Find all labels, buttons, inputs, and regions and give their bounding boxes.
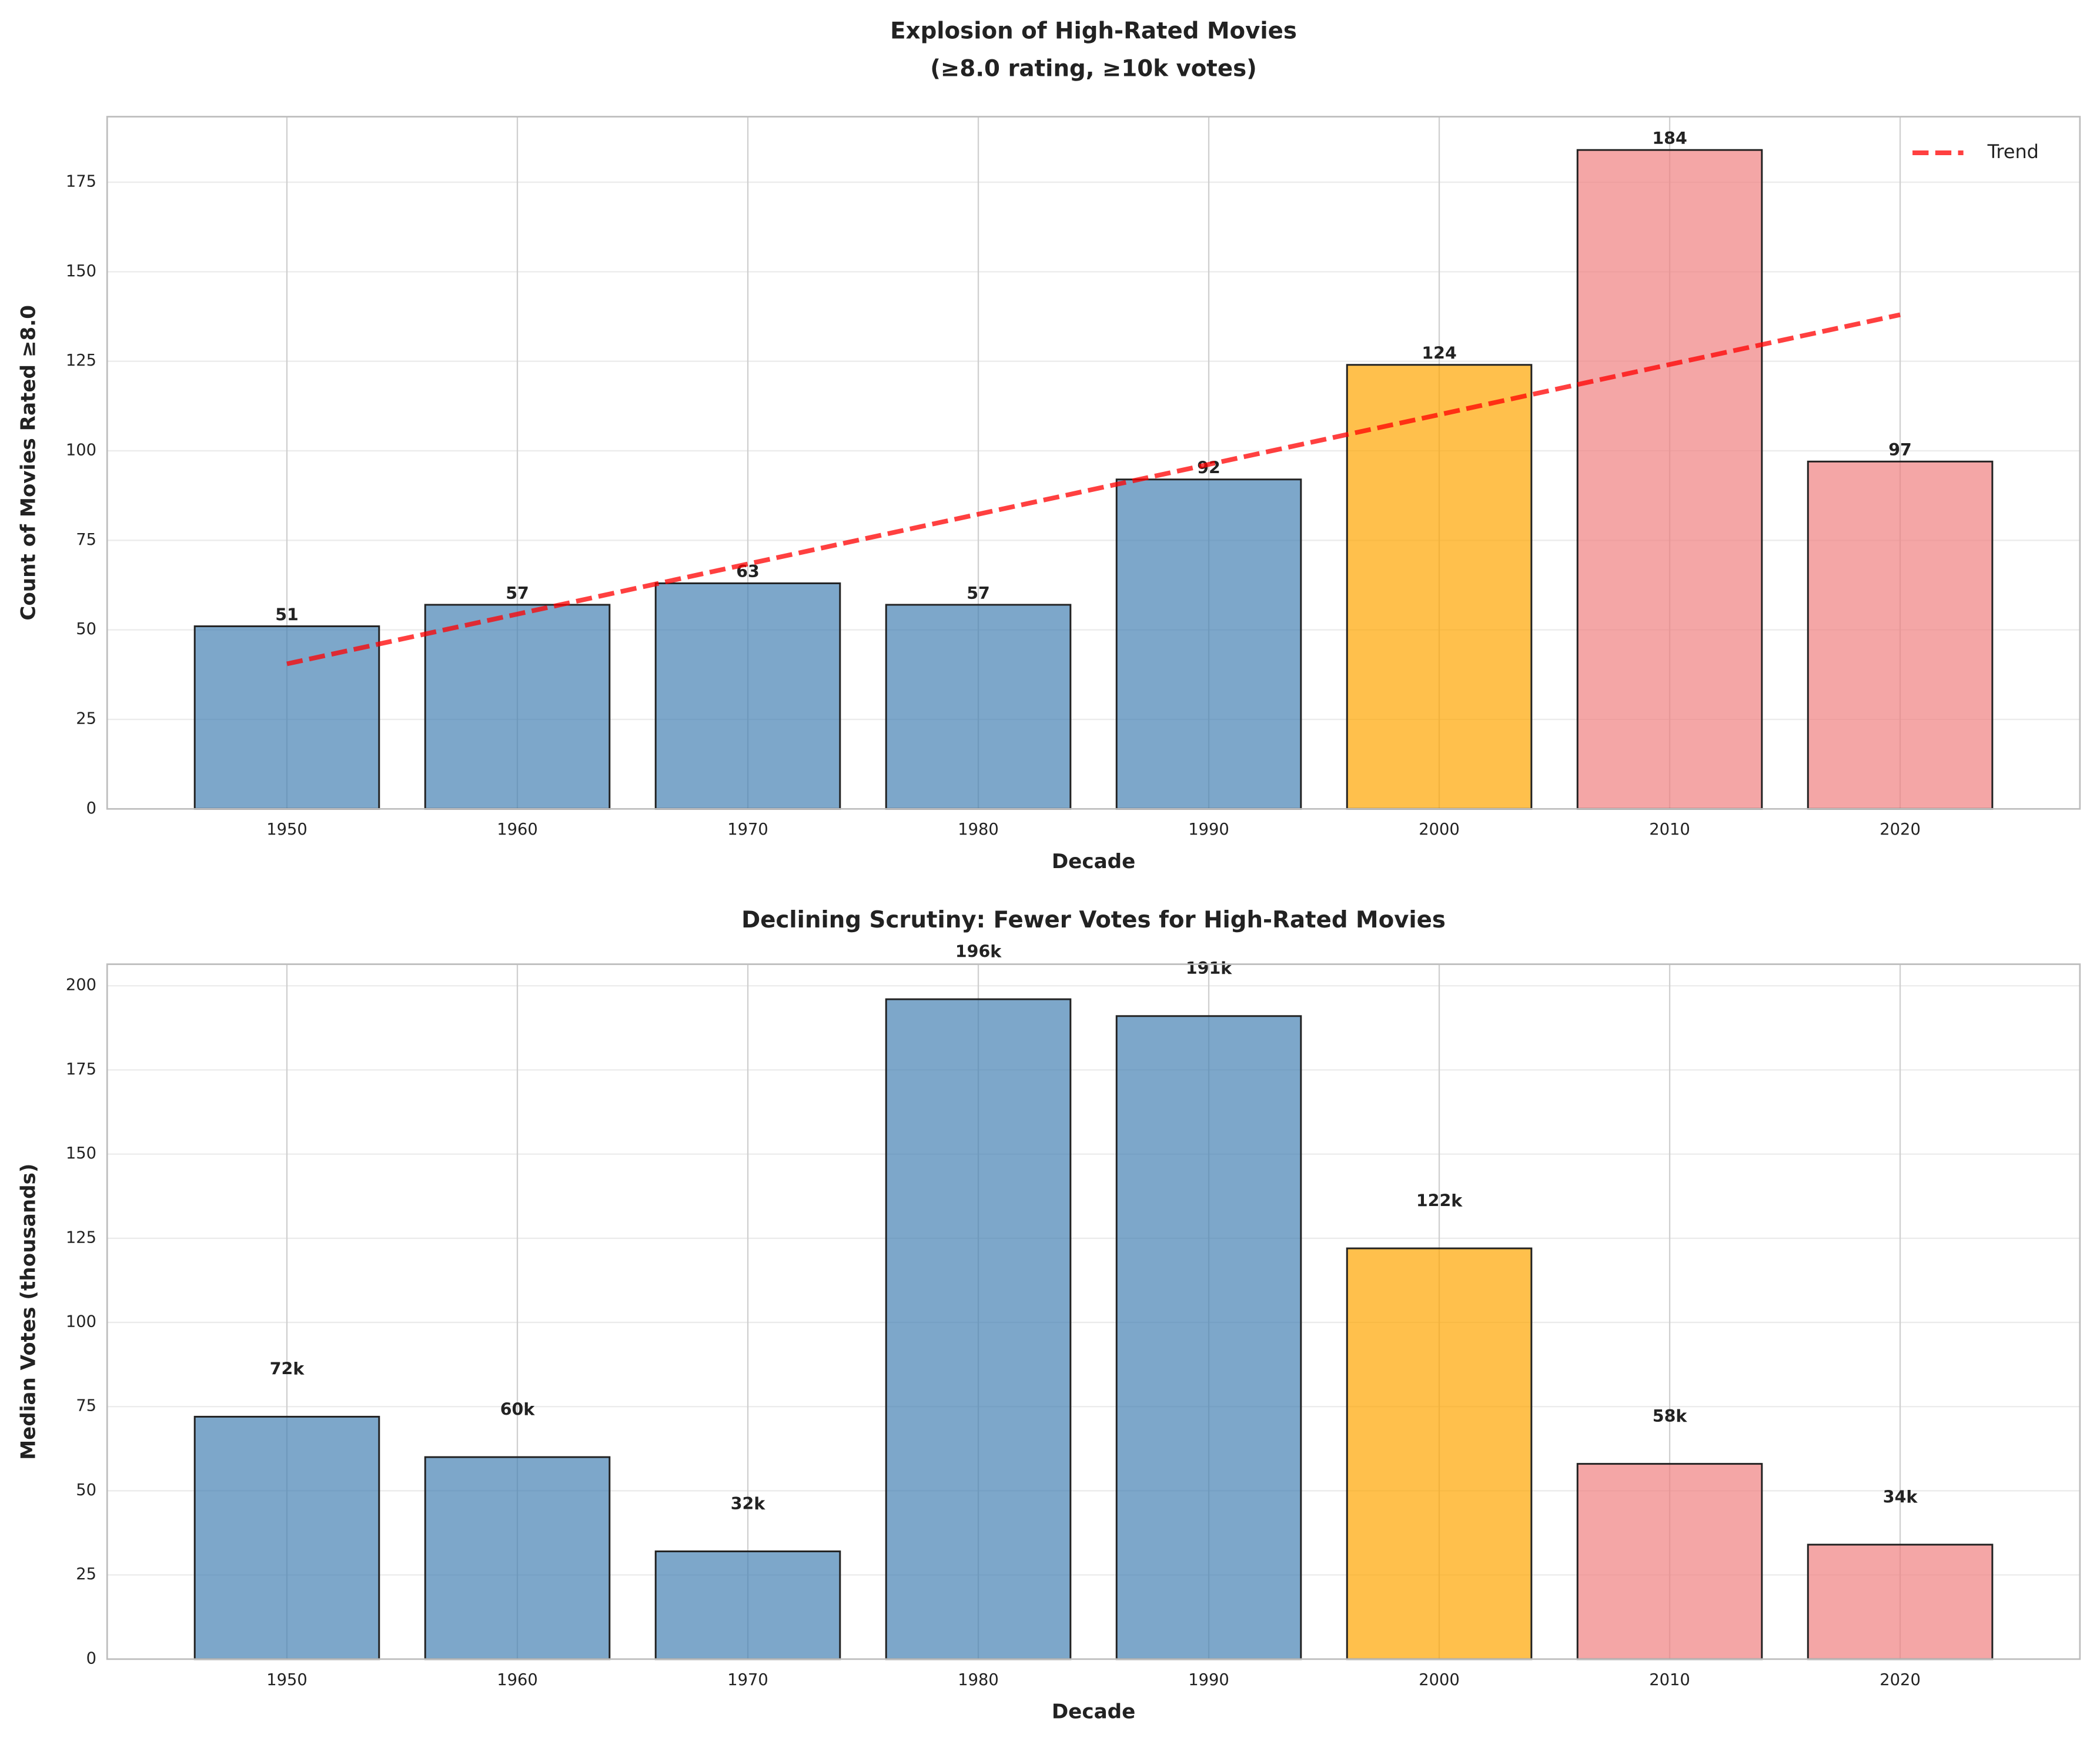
bar <box>193 1415 380 1660</box>
bar <box>1807 1543 1994 1660</box>
y-axis-label: Count of Movies Rated ≥8.0 <box>17 305 41 621</box>
y-tick-label: 150 <box>66 1144 96 1163</box>
x-tick-label: 1990 <box>1188 820 1229 839</box>
value-label: 60k <box>500 1399 536 1419</box>
x-tick-label: 2010 <box>1649 1671 1690 1689</box>
y-tick-label: 125 <box>66 351 96 370</box>
x-axis-label: Decade <box>1052 850 1135 873</box>
x-tick-label: 1960 <box>497 1671 538 1689</box>
value-label: 51 <box>275 605 299 624</box>
bar <box>885 998 1072 1660</box>
y-axis-label: Median Votes (thousands) <box>17 1163 41 1459</box>
y-tick-label: 50 <box>76 1481 96 1499</box>
x-tick-label: 2000 <box>1419 820 1460 839</box>
plot-frame <box>106 116 2081 810</box>
value-label: 122k <box>1416 1191 1463 1210</box>
y-tick-label: 100 <box>66 1313 96 1331</box>
y-tick-label: 0 <box>86 1649 96 1667</box>
bar <box>424 1456 611 1660</box>
y-tick-label: 25 <box>76 1565 96 1583</box>
value-label: 34k <box>1883 1487 1918 1506</box>
bar <box>654 582 841 810</box>
chart-title: (≥8.0 rating, ≥10k votes) <box>930 55 1257 82</box>
value-label: 196k <box>955 942 1002 961</box>
trend-line <box>286 312 1901 666</box>
y-tick-label: 75 <box>76 531 96 549</box>
x-tick-label: 1980 <box>958 1671 999 1689</box>
x-tick-label: 2020 <box>1880 1671 1921 1689</box>
x-tick-label: 1950 <box>266 820 307 839</box>
bar <box>193 625 380 810</box>
bar <box>654 1550 841 1660</box>
plot-frame <box>106 963 2081 1660</box>
x-axis-label: Decade <box>1052 1700 1135 1723</box>
value-label: 124 <box>1422 344 1456 363</box>
y-tick-label: 25 <box>76 709 96 728</box>
x-tick-label: 1990 <box>1188 1671 1229 1689</box>
x-tick-label: 2020 <box>1880 820 1921 839</box>
value-label: 32k <box>731 1494 766 1513</box>
chart-title: Explosion of High-Rated Movies <box>890 18 1297 45</box>
bar <box>1346 364 1533 810</box>
y-tick-label: 200 <box>66 976 96 994</box>
value-label: 58k <box>1653 1406 1688 1426</box>
y-tick-label: 175 <box>66 173 96 191</box>
value-label: 72k <box>270 1359 305 1379</box>
value-label: 184 <box>1652 129 1687 148</box>
y-tick-label: 100 <box>66 441 96 460</box>
x-tick-label: 2000 <box>1419 1671 1460 1689</box>
y-tick-label: 50 <box>76 620 96 638</box>
value-label: 57 <box>967 584 990 603</box>
y-tick-label: 125 <box>66 1228 96 1247</box>
bar <box>1807 460 1994 810</box>
y-tick-label: 75 <box>76 1397 96 1415</box>
bar <box>1115 1015 1302 1660</box>
bar <box>1576 149 1763 810</box>
chart-title: Declining Scrutiny: Fewer Votes for High… <box>741 907 1446 933</box>
bar <box>1346 1247 1533 1660</box>
legend-label: Trend <box>1987 140 2039 163</box>
bar <box>1576 1463 1763 1660</box>
y-tick-label: 150 <box>66 262 96 280</box>
y-tick-label: 175 <box>66 1060 96 1079</box>
value-label: 191k <box>1186 959 1232 978</box>
x-tick-label: 1960 <box>497 820 538 839</box>
x-tick-label: 1970 <box>727 1671 768 1689</box>
value-label: 97 <box>1888 440 1912 460</box>
bar <box>885 604 1072 810</box>
y-tick-label: 0 <box>86 799 96 818</box>
bar <box>1115 478 1302 810</box>
bar <box>424 604 611 810</box>
x-tick-label: 1980 <box>958 820 999 839</box>
x-tick-label: 1950 <box>266 1671 307 1689</box>
value-label: 57 <box>506 584 529 603</box>
x-tick-label: 2010 <box>1649 820 1690 839</box>
x-tick-label: 1970 <box>727 820 768 839</box>
